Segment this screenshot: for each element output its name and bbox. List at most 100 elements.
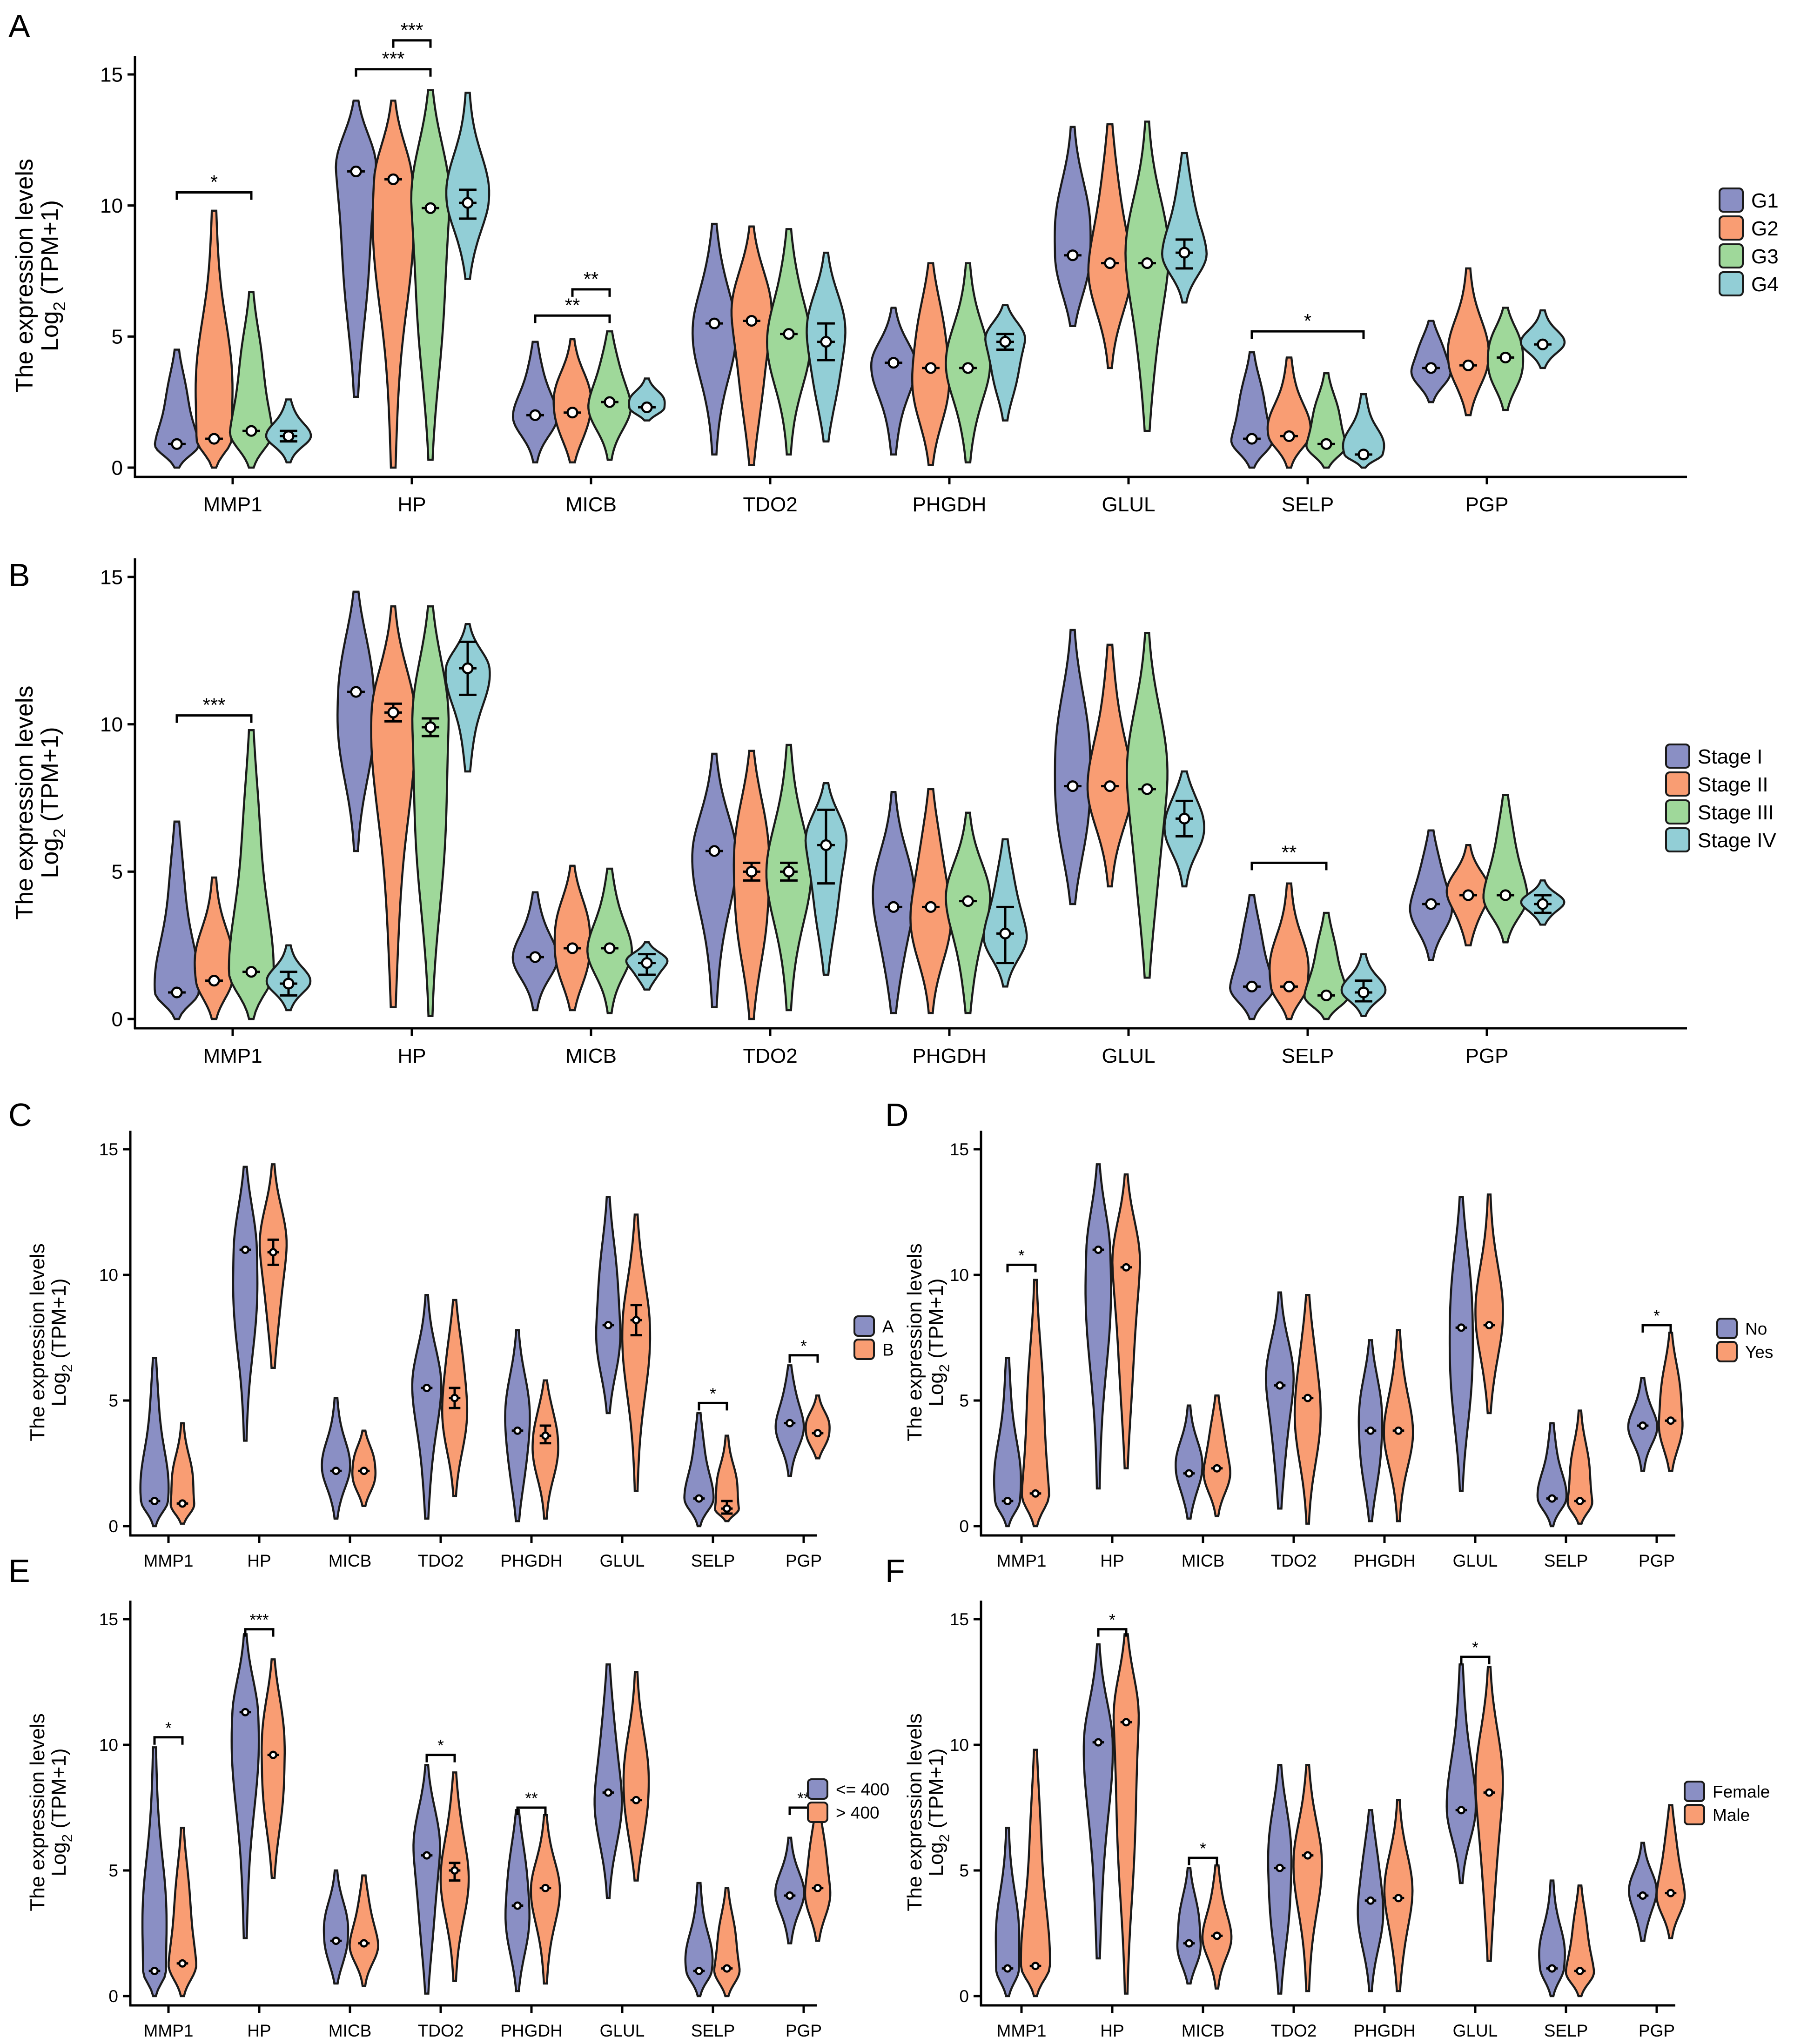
median-point bbox=[1283, 980, 1295, 992]
violin bbox=[511, 341, 559, 463]
legend-label: <= 400 bbox=[836, 1780, 889, 1799]
y-axis-title-subscript: 2 bbox=[936, 1834, 952, 1842]
violin bbox=[228, 729, 275, 1020]
significance-label: * bbox=[1200, 1840, 1206, 1858]
x-tick-label: PHGDH bbox=[500, 2021, 563, 2040]
median-point bbox=[1394, 1894, 1403, 1903]
median-point bbox=[1666, 1416, 1675, 1425]
y-tick-label: 15 bbox=[100, 566, 123, 589]
median-point bbox=[632, 1316, 640, 1325]
x-tick-label: SELP bbox=[1282, 1045, 1334, 1067]
median-point bbox=[1425, 362, 1437, 374]
median-point bbox=[541, 1431, 550, 1440]
median-point bbox=[566, 942, 578, 954]
y-axis-title-line1: The expression levels bbox=[11, 159, 38, 393]
violin bbox=[774, 1836, 806, 1944]
y-axis-title-subscript: 2 bbox=[50, 302, 69, 311]
y-axis-title-line2: Log bbox=[925, 1372, 947, 1406]
x-tick-label: PGP bbox=[1639, 2021, 1675, 2040]
y-axis-title-subscript: 2 bbox=[50, 829, 69, 838]
median-point bbox=[695, 1967, 703, 1975]
x-tick-label: MICB bbox=[329, 2021, 372, 2040]
significance-label: *** bbox=[382, 48, 405, 70]
violin bbox=[984, 304, 1026, 422]
median-point bbox=[999, 336, 1011, 348]
legend-swatch bbox=[1684, 1804, 1705, 1825]
y-axis-title-line2: Log bbox=[925, 1842, 947, 1876]
median-point bbox=[245, 425, 257, 437]
median-point bbox=[1213, 1931, 1221, 1940]
violin bbox=[371, 100, 415, 469]
x-tick-label: GLUL bbox=[1453, 1551, 1498, 1570]
violin bbox=[713, 1887, 741, 1997]
significance-bracket bbox=[244, 1628, 275, 1637]
y-tick-label: 0 bbox=[959, 1987, 969, 2006]
x-tick-label: SELP bbox=[1544, 1551, 1588, 1570]
median-point bbox=[332, 1467, 340, 1475]
violin bbox=[195, 209, 234, 469]
significance-label: * bbox=[800, 1337, 807, 1355]
x-tick-label: MMP1 bbox=[203, 1045, 262, 1067]
legend-swatch bbox=[807, 1778, 828, 1800]
legend-swatch bbox=[1719, 271, 1744, 296]
median-point bbox=[1178, 812, 1190, 824]
median-point bbox=[604, 942, 616, 954]
y-axis-title-line2: Log bbox=[37, 311, 64, 351]
median-point bbox=[632, 1796, 640, 1804]
median-point bbox=[1537, 898, 1549, 910]
median-point bbox=[695, 1494, 703, 1503]
significance-bracket bbox=[392, 39, 432, 48]
median-point bbox=[245, 966, 257, 978]
median-point bbox=[513, 1901, 522, 1910]
y-tick-label: 10 bbox=[950, 1266, 969, 1285]
median-point bbox=[1499, 351, 1512, 363]
y-tick-label: 5 bbox=[959, 1861, 969, 1880]
significance-bracket bbox=[788, 1354, 819, 1363]
median-point bbox=[1639, 1891, 1647, 1900]
violin bbox=[1445, 1663, 1477, 1884]
x-tick-label: MMP1 bbox=[997, 2021, 1047, 2040]
x-tick-label: TDO2 bbox=[418, 1551, 464, 1570]
violin bbox=[444, 623, 491, 773]
y-tick-label: 0 bbox=[112, 456, 123, 479]
violin bbox=[684, 1882, 714, 1997]
significance-label: * bbox=[1472, 1639, 1478, 1657]
violin bbox=[323, 1869, 349, 1985]
x-tick-label: GLUL bbox=[600, 2021, 645, 2040]
significance-label: * bbox=[210, 171, 218, 193]
y-tick-label: 5 bbox=[112, 326, 123, 348]
x-tick-label: PHGDH bbox=[913, 1045, 987, 1067]
median-point bbox=[723, 1964, 731, 1973]
violin bbox=[141, 1746, 168, 1997]
median-point bbox=[1104, 257, 1116, 269]
violin bbox=[994, 1826, 1021, 1997]
median-point bbox=[387, 706, 399, 718]
y-axis-title-line2: Log bbox=[37, 838, 64, 878]
violin bbox=[1658, 1331, 1684, 1472]
y-axis-title-line2: Log bbox=[47, 1372, 70, 1406]
y-tick-label: 10 bbox=[950, 1736, 969, 1755]
y-axis-title-line1: The expression levels bbox=[26, 1713, 49, 1911]
violin bbox=[504, 1809, 531, 1992]
median-point bbox=[424, 721, 437, 733]
y-axis-title-line2-rest: (TPM+1) bbox=[925, 1748, 947, 1834]
y-axis-title-line2: Log bbox=[47, 1842, 70, 1876]
median-point bbox=[282, 430, 295, 442]
median-point bbox=[1320, 989, 1332, 1001]
x-tick-label: PGP bbox=[786, 1551, 822, 1570]
significance-label: * bbox=[1018, 1247, 1025, 1265]
violin bbox=[349, 1874, 379, 1987]
significance-label: * bbox=[1109, 1611, 1115, 1629]
median-point bbox=[1499, 889, 1512, 901]
median-point bbox=[1462, 359, 1474, 371]
significance-bracket bbox=[534, 314, 611, 323]
significance-label: * bbox=[437, 1737, 444, 1755]
violin bbox=[1446, 267, 1490, 416]
violin bbox=[805, 1394, 831, 1460]
violin bbox=[169, 1422, 195, 1525]
median-point bbox=[171, 438, 183, 450]
significance-bracket bbox=[1097, 1628, 1128, 1637]
legend-swatch bbox=[1716, 1341, 1738, 1362]
significance-label: ** bbox=[584, 268, 599, 290]
median-point bbox=[1304, 1851, 1312, 1860]
